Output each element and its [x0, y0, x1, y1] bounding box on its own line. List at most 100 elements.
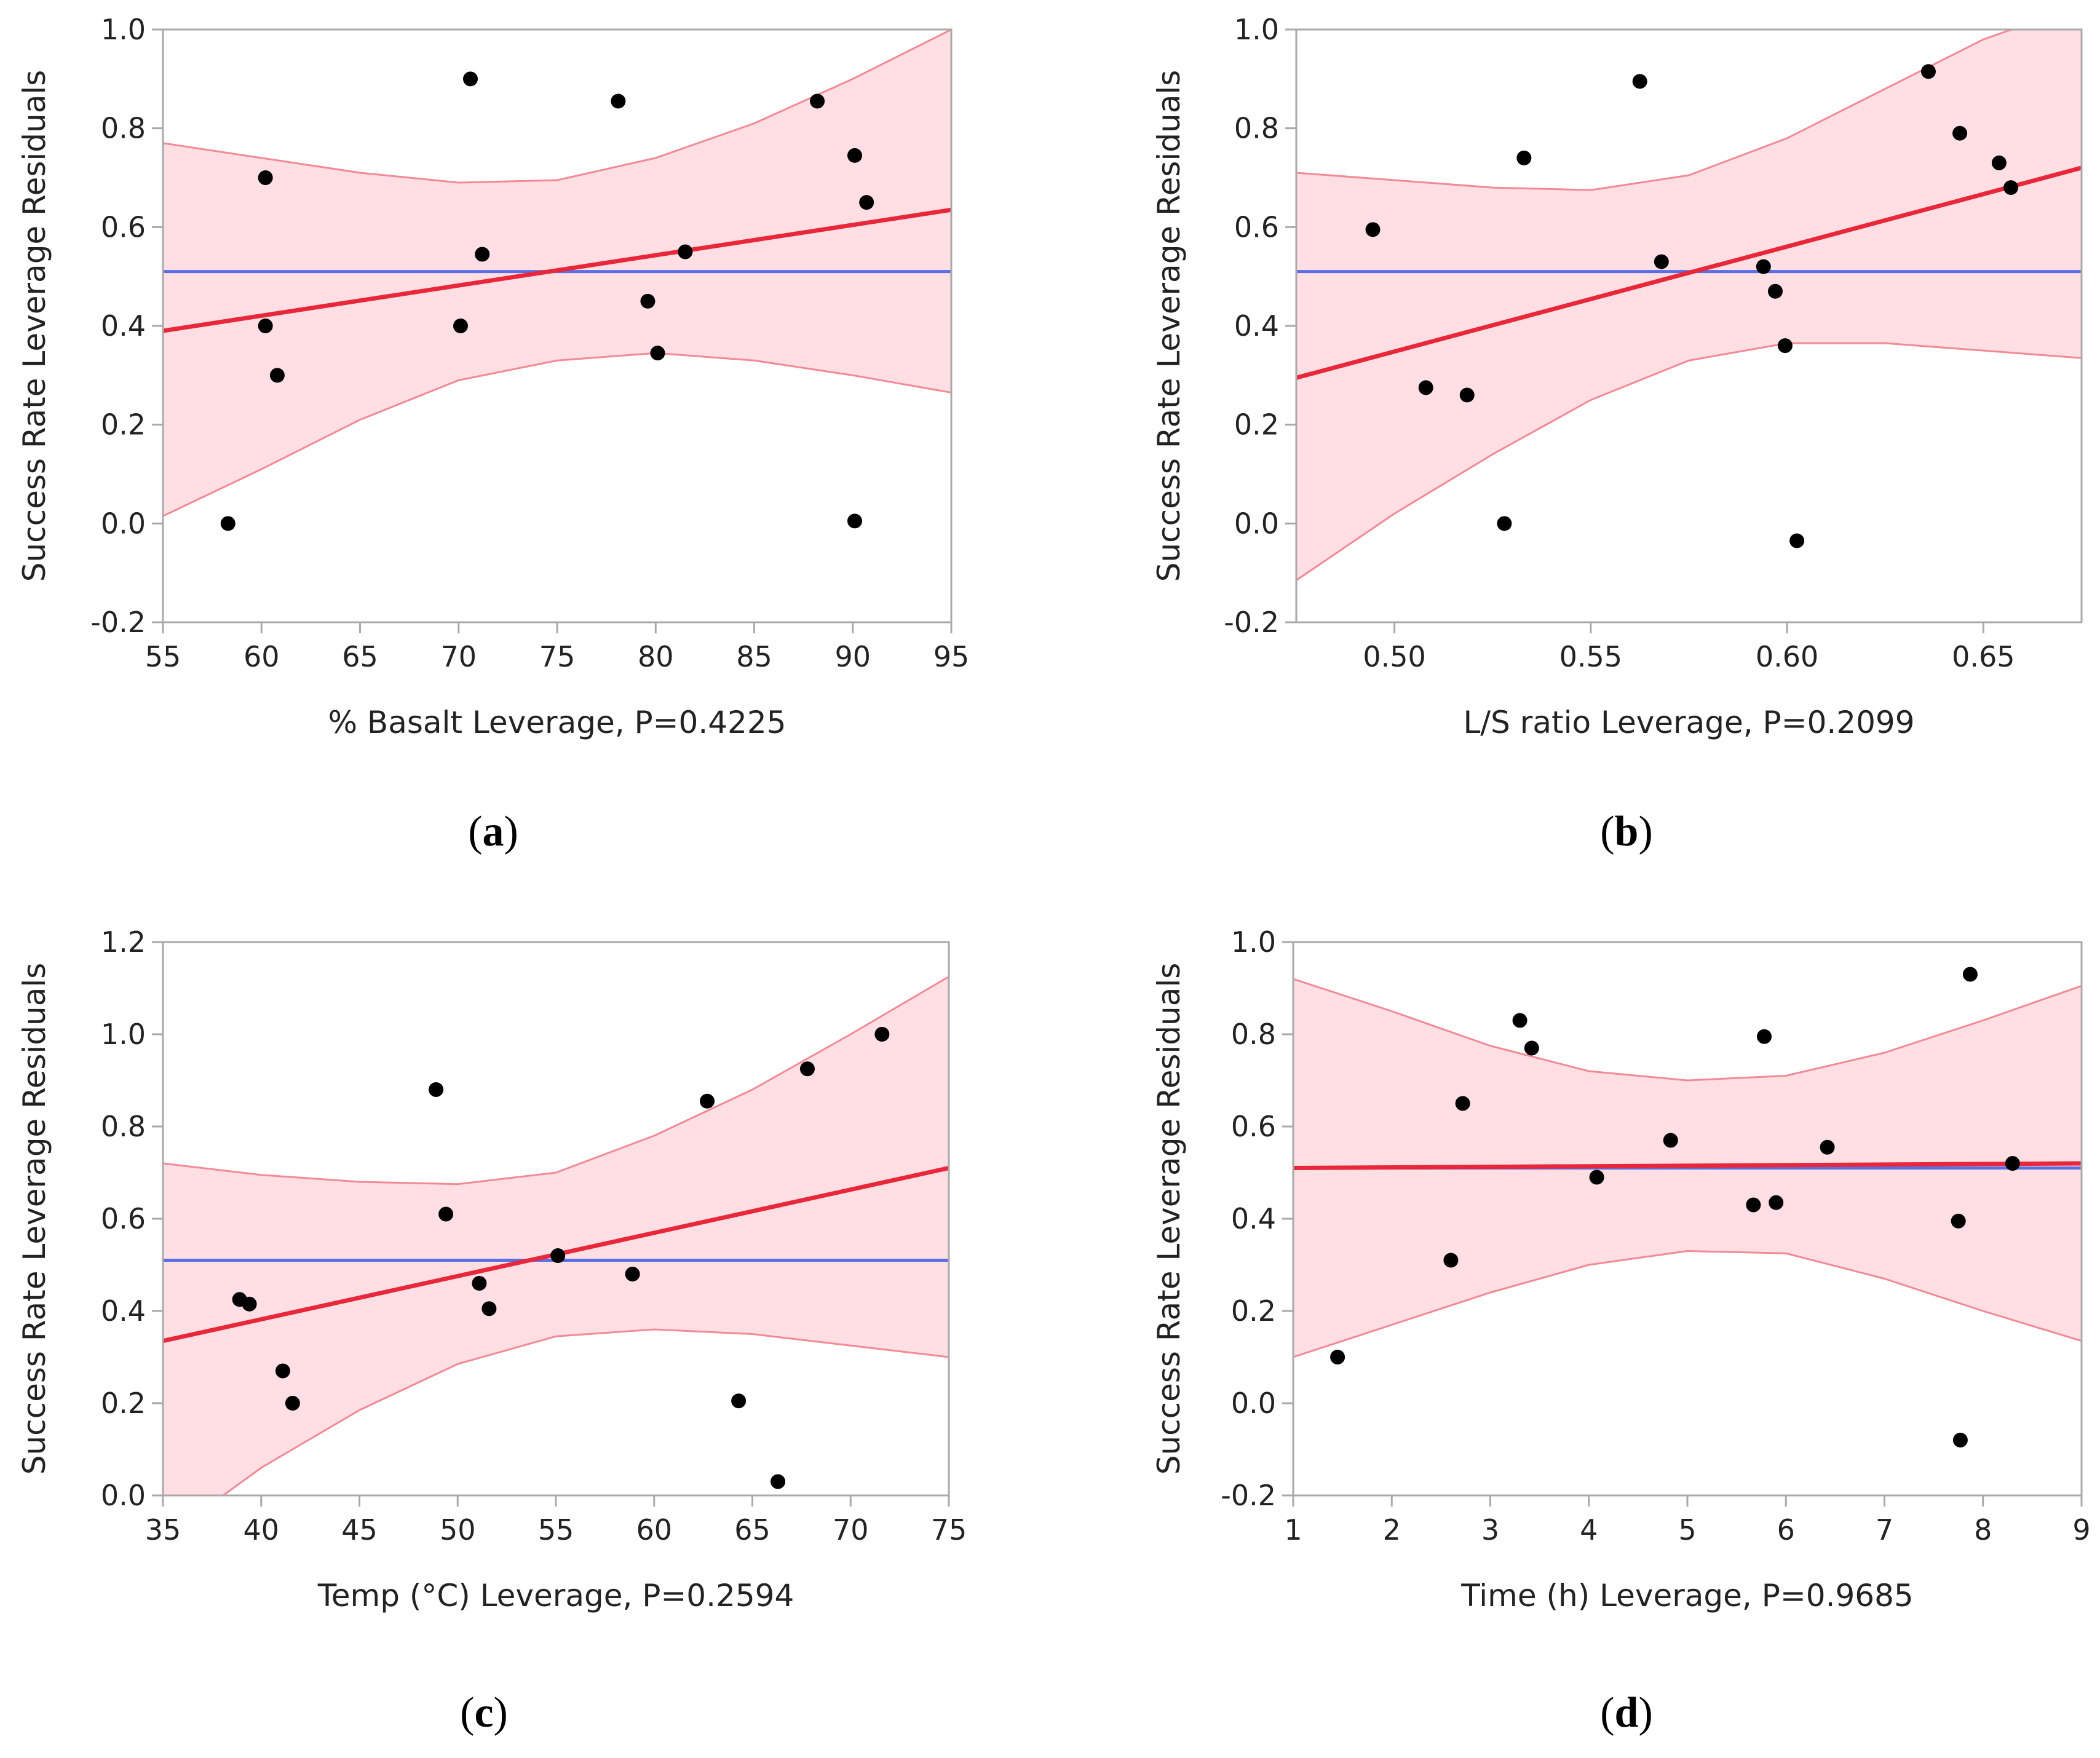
- data-point: [429, 1082, 444, 1097]
- x-tick-label: 40: [243, 1513, 279, 1546]
- y-tick-label: 0.0: [1234, 507, 1279, 540]
- chart-panel-c: 35 40 45 50 55 60 65 70 75 0.0 0.2 0.4 0.6 0.8 1.0 1.2 T…: [17, 925, 967, 1613]
- data-point: [874, 1027, 890, 1042]
- y-tick-label: 0.8: [1231, 1018, 1276, 1051]
- x-tick-label: 3: [1481, 1513, 1499, 1546]
- y-tick-label: 0.0: [101, 507, 146, 540]
- x-axis-label: Temp (°C) Leverage, P=0.2594: [317, 1578, 794, 1613]
- x-tick-label: 35: [145, 1513, 181, 1546]
- y-tick-label: 1.0: [101, 13, 146, 46]
- chart-panel-a: 55 60 65 70 75 80 85 90 95 -0.2 0.0 0.2 0.4 0.6 0.8 1.0…: [17, 13, 969, 740]
- panel-label: (d): [1600, 1689, 1653, 1736]
- x-tick-label: 4: [1580, 1513, 1598, 1546]
- confidence-lower-curve: [1296, 342, 2082, 581]
- y-tick-label: 0.2: [101, 1387, 146, 1420]
- data-point: [847, 513, 862, 529]
- x-tick-label: 9: [2072, 1513, 2090, 1546]
- x-tick-label: 6: [1777, 1513, 1795, 1546]
- data-point: [1516, 150, 1532, 165]
- x-tick-label: 5: [1678, 1513, 1696, 1546]
- data-point: [472, 1276, 487, 1291]
- y-tick-label: 0.4: [101, 1294, 146, 1328]
- data-point: [1789, 533, 1805, 548]
- fit-line: [163, 207, 951, 333]
- data-point: [269, 368, 285, 383]
- y-tick-label: 0.2: [101, 408, 146, 441]
- y-tick-label: 0.8: [1234, 112, 1279, 145]
- x-tick-label: 85: [736, 640, 772, 673]
- x-tick-label: 55: [538, 1513, 574, 1546]
- plot-area: [163, 975, 949, 1495]
- y-tick-label: 0.0: [101, 1479, 146, 1512]
- data-point: [1820, 1139, 1835, 1155]
- data-point: [1418, 380, 1433, 395]
- data-point: [650, 346, 665, 361]
- x-tick-label: 45: [341, 1513, 378, 1546]
- data-point: [1524, 1040, 1539, 1056]
- y-tick-label: 0.6: [1231, 1110, 1276, 1143]
- y-tick-label: 0.4: [1234, 309, 1279, 342]
- data-point: [1512, 1013, 1527, 1028]
- x-axis-label: % Basalt Leverage, P=0.4225: [328, 705, 787, 740]
- panel-label: (b): [1600, 808, 1653, 855]
- x-tick-label: 75: [931, 1513, 967, 1546]
- data-point: [810, 93, 825, 109]
- x-tick-label: 60: [244, 640, 280, 673]
- data-point: [1589, 1170, 1604, 1185]
- data-point: [1962, 967, 1978, 982]
- y-tick-label: 0.8: [101, 112, 146, 145]
- data-point: [1654, 254, 1669, 269]
- y-tick-label: -0.2: [90, 606, 146, 639]
- x-tick-label: 90: [834, 640, 871, 673]
- x-tick-label: 2: [1383, 1513, 1401, 1546]
- data-point: [258, 319, 273, 333]
- data-point: [438, 1206, 454, 1222]
- data-point: [242, 1296, 257, 1312]
- y-tick-label: 0.6: [101, 210, 146, 244]
- data-point: [799, 1061, 815, 1077]
- y-axis-label: Success Rate Leverage Residuals: [1151, 963, 1187, 1475]
- confidence-lower-curve: [221, 1328, 949, 1495]
- y-tick-label: 1.0: [101, 1018, 146, 1051]
- data-point: [1756, 1029, 1772, 1044]
- data-point: [550, 1248, 566, 1263]
- data-point: [1455, 1096, 1470, 1111]
- panel-label: (a): [468, 808, 518, 855]
- data-point: [625, 1267, 640, 1281]
- data-point: [1991, 155, 2007, 170]
- x-tick-label: 80: [638, 640, 674, 673]
- y-tick-label: 1.2: [101, 925, 146, 959]
- panel-label: (c): [460, 1689, 508, 1736]
- data-point: [1443, 1253, 1459, 1268]
- data-point: [640, 293, 656, 309]
- fit-line: [1296, 165, 2082, 380]
- confidence-band: [163, 976, 949, 1495]
- data-point: [678, 244, 693, 259]
- data-point: [1952, 125, 1968, 141]
- x-tick-label: 70: [440, 640, 477, 673]
- x-tick-label: 75: [539, 640, 576, 673]
- data-point: [2003, 180, 2019, 196]
- y-axis-label: Success Rate Leverage Residuals: [1151, 70, 1187, 582]
- x-axis-label: Time (h) Leverage, P=0.9685: [1460, 1578, 1913, 1613]
- x-axis-label: L/S ratio Leverage, P=0.2099: [1463, 705, 1914, 740]
- x-tick-label: 65: [342, 640, 378, 673]
- confidence-lower-curve: [163, 352, 951, 517]
- confidence-upper-curve: [1293, 978, 2082, 1082]
- plot-area: [163, 30, 951, 531]
- data-point: [285, 1396, 300, 1411]
- confidence-band: [1296, 30, 2082, 580]
- data-point: [475, 247, 490, 262]
- y-tick-label: 1.0: [1234, 13, 1279, 46]
- data-point: [1777, 338, 1793, 354]
- y-tick-label: 0.8: [101, 1110, 146, 1143]
- x-tick-label: 60: [636, 1513, 672, 1546]
- x-tick-label: 1: [1284, 1513, 1302, 1546]
- data-point: [771, 1474, 786, 1489]
- x-tick-label: 70: [833, 1513, 869, 1546]
- data-point: [611, 93, 626, 109]
- data-point: [1497, 516, 1512, 531]
- confidence-upper-curve: [163, 975, 949, 1186]
- data-point: [731, 1393, 747, 1409]
